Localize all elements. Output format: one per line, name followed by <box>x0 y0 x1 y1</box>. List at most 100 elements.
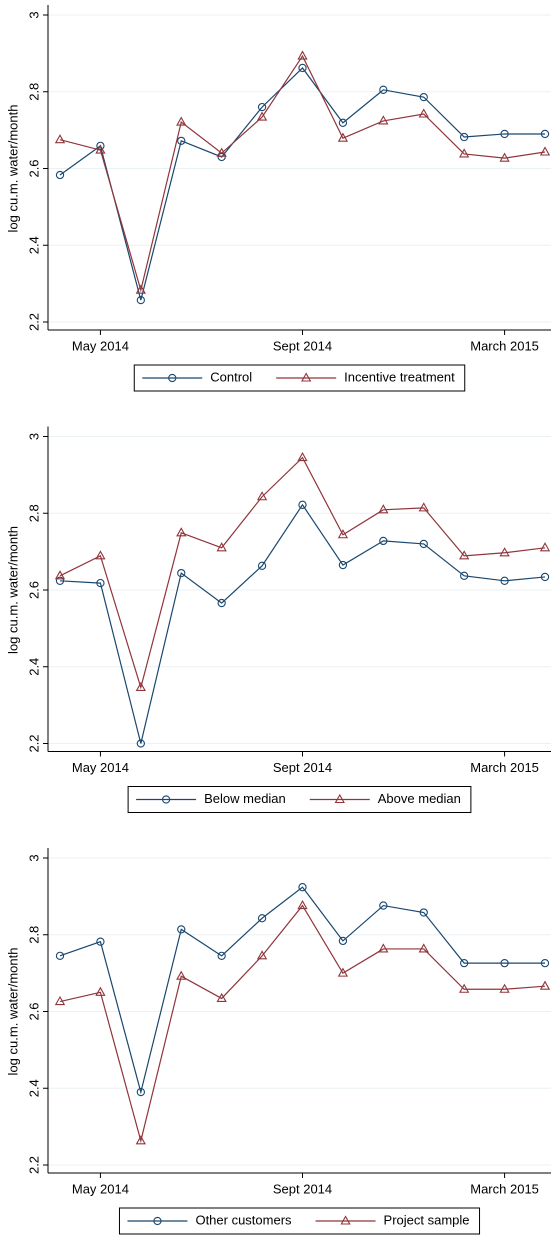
legend-label: Incentive treatment <box>344 369 455 384</box>
y-tick-label: 2.6 <box>26 581 41 599</box>
marker <box>298 63 307 73</box>
y-tick-label: 3 <box>26 11 41 18</box>
x-tick-label: Sept 2014 <box>273 338 332 353</box>
marker <box>216 992 227 1003</box>
marker <box>135 1135 146 1145</box>
marker <box>460 132 469 142</box>
legend-label: Control <box>210 369 252 384</box>
x-tick-label: May 2014 <box>72 338 129 353</box>
chart-panel: 2.2 2.4 2.6 2.8 3 log cu.m. water/month May 20… <box>5 5 551 392</box>
chart-panel: 2.2 2.4 2.6 2.8 3 log cu.m. water/month May 20… <box>5 426 551 813</box>
marker <box>153 1216 162 1226</box>
marker <box>500 958 509 968</box>
y-tick-label: 2.6 <box>26 1002 41 1020</box>
marker <box>55 951 65 961</box>
legend-label: Below median <box>204 791 286 806</box>
marker <box>96 578 105 588</box>
marker <box>334 793 345 804</box>
marker <box>297 899 308 910</box>
y-tick-label: 3 <box>26 433 41 440</box>
marker <box>136 739 145 748</box>
marker <box>540 958 550 968</box>
y-axis-label: log cu.m. water/month <box>5 105 20 233</box>
marker <box>55 170 65 180</box>
marker <box>460 571 469 580</box>
marker <box>216 542 227 552</box>
marker <box>539 146 551 156</box>
y-tick-label: 2.2 <box>26 313 41 331</box>
marker <box>298 500 307 509</box>
y-axis-label: log cu.m. water/month <box>5 948 20 1076</box>
marker <box>540 129 550 139</box>
marker <box>177 925 186 934</box>
marker <box>55 576 65 585</box>
marker <box>418 502 429 512</box>
y-tick-label: 2.6 <box>26 159 41 177</box>
marker <box>418 943 429 953</box>
x-tick-label: May 2014 <box>72 760 129 775</box>
marker <box>168 373 177 383</box>
marker <box>378 115 389 125</box>
marker <box>256 111 268 121</box>
y-axis-label: log cu.m. water/month <box>5 526 20 654</box>
y-tick-label: 2.8 <box>26 83 41 101</box>
marker <box>337 967 349 977</box>
y-tick-label: 2.8 <box>26 504 41 522</box>
marker <box>176 527 187 537</box>
marker <box>176 116 187 126</box>
y-tick-label: 2.4 <box>26 658 41 676</box>
marker <box>96 937 105 946</box>
x-tick-label: Sept 2014 <box>273 1181 332 1196</box>
y-tick-label: 2.4 <box>26 236 41 254</box>
marker <box>338 560 348 570</box>
marker <box>161 795 171 804</box>
marker <box>135 681 146 692</box>
marker <box>337 529 349 539</box>
y-tick-label: 2.8 <box>26 926 41 944</box>
marker <box>379 536 388 546</box>
marker <box>378 504 389 514</box>
legend-label: Project sample <box>384 1212 470 1227</box>
marker <box>177 136 186 146</box>
marker <box>379 85 388 94</box>
x-tick-label: March 2015 <box>470 760 539 775</box>
marker <box>539 542 551 552</box>
chart-panel: 2.2 2.4 2.6 2.8 3 log cu.m. water/month May 20… <box>5 848 551 1235</box>
marker <box>217 951 226 961</box>
y-tick-label: 2.2 <box>26 734 41 752</box>
marker <box>257 914 267 923</box>
marker <box>378 943 389 953</box>
marker <box>301 372 312 382</box>
marker <box>419 908 428 917</box>
series-line <box>59 886 545 1095</box>
marker <box>459 983 470 993</box>
y-tick-label: 3 <box>26 854 41 861</box>
series-line <box>59 503 546 744</box>
marker <box>540 572 550 582</box>
marker <box>298 883 307 892</box>
marker <box>256 491 268 501</box>
marker <box>216 147 227 157</box>
legend-label: Other customers <box>195 1212 292 1227</box>
x-tick-label: March 2015 <box>470 1181 539 1196</box>
marker <box>217 598 226 608</box>
marker <box>257 561 267 570</box>
marker <box>499 152 510 162</box>
marker <box>95 986 106 996</box>
series-line <box>59 456 546 690</box>
marker <box>419 539 428 549</box>
marker <box>338 118 348 127</box>
series-line <box>59 67 545 301</box>
y-tick-label: 2.4 <box>26 1079 41 1097</box>
series-line <box>59 54 546 293</box>
marker <box>337 132 349 142</box>
series-line <box>59 904 546 1144</box>
y-tick-label: 2.2 <box>26 1156 41 1174</box>
marker <box>257 102 267 112</box>
x-tick-label: March 2015 <box>470 338 539 353</box>
marker <box>136 1087 145 1097</box>
marker <box>460 958 469 968</box>
marker <box>459 550 470 560</box>
marker <box>54 570 66 580</box>
marker <box>136 295 145 305</box>
